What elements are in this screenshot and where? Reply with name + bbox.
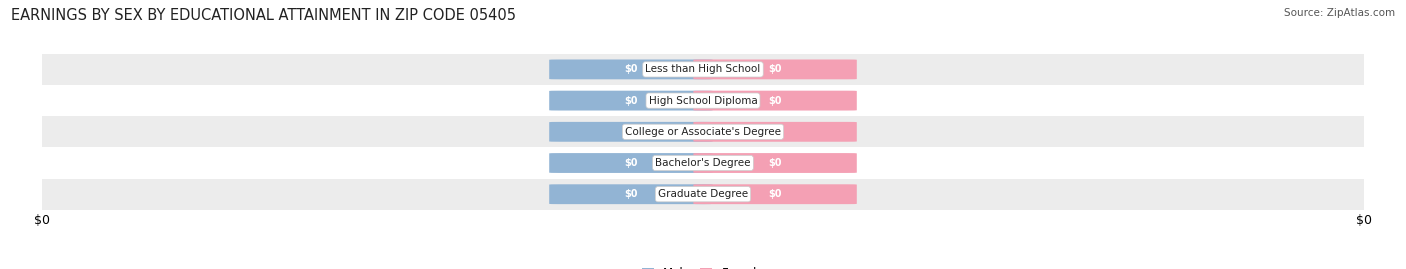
Bar [42,116,1364,147]
Text: $0: $0 [624,189,638,199]
Text: EARNINGS BY SEX BY EDUCATIONAL ATTAINMENT IN ZIP CODE 05405: EARNINGS BY SEX BY EDUCATIONAL ATTAINMEN… [11,8,516,23]
Text: $0: $0 [768,158,782,168]
FancyBboxPatch shape [693,91,856,111]
Bar [42,179,1364,210]
Bar [42,85,1364,116]
Text: $0: $0 [624,158,638,168]
FancyBboxPatch shape [550,122,713,142]
Text: $0: $0 [624,95,638,106]
Text: $0: $0 [624,127,638,137]
FancyBboxPatch shape [550,59,713,79]
FancyBboxPatch shape [693,122,856,142]
Text: Source: ZipAtlas.com: Source: ZipAtlas.com [1284,8,1395,18]
Bar [42,54,1364,85]
Text: $0: $0 [624,64,638,75]
FancyBboxPatch shape [693,59,856,79]
Text: $0: $0 [768,95,782,106]
FancyBboxPatch shape [693,184,856,204]
Bar [42,147,1364,179]
Legend: Male, Female: Male, Female [637,263,769,269]
FancyBboxPatch shape [693,153,856,173]
Text: High School Diploma: High School Diploma [648,95,758,106]
FancyBboxPatch shape [550,153,713,173]
Text: $0: $0 [768,64,782,75]
Text: $0: $0 [768,127,782,137]
Text: Bachelor's Degree: Bachelor's Degree [655,158,751,168]
Text: $0: $0 [768,189,782,199]
Text: College or Associate's Degree: College or Associate's Degree [626,127,780,137]
Text: Less than High School: Less than High School [645,64,761,75]
FancyBboxPatch shape [550,91,713,111]
FancyBboxPatch shape [550,184,713,204]
Text: Graduate Degree: Graduate Degree [658,189,748,199]
